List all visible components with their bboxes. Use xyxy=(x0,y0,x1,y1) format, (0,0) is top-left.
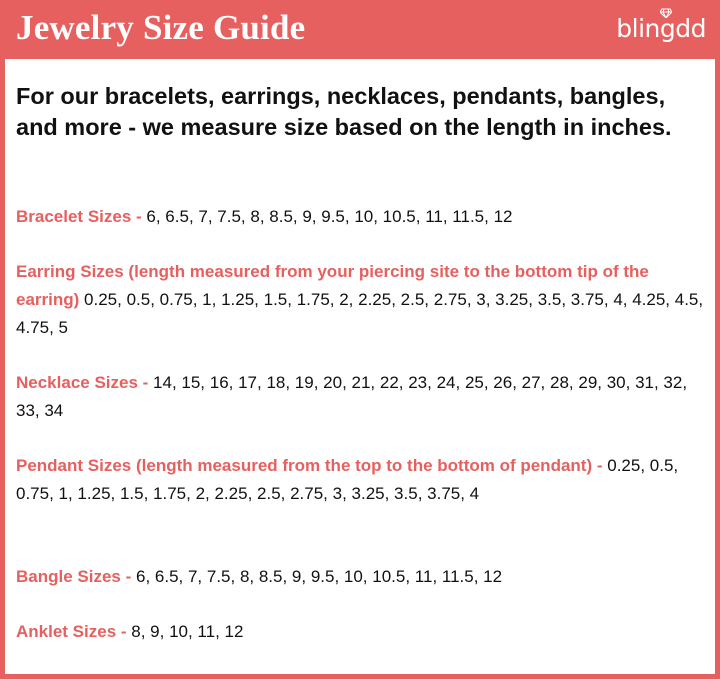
size-values: 14, 15, 16, 17, 18, 19, 20, 21, 22, 23, … xyxy=(16,373,688,420)
size-values: 0.25, 0.5, 0.75, 1, 1.25, 1.5, 1.75, 2, … xyxy=(16,456,679,503)
size-label: Pendant Sizes (length measured from the … xyxy=(16,456,608,475)
pendant-sizes: Pendant Sizes (length measured from the … xyxy=(16,452,706,508)
bangle-sizes: Bangle Sizes - 6, 6.5, 7, 7.5, 8, 8.5, 9… xyxy=(16,563,706,591)
size-values: 8, 9, 10, 11, 12 xyxy=(131,622,244,641)
size-values: 6, 6.5, 7, 7.5, 8, 8.5, 9, 9.5, 10, 10.5… xyxy=(146,207,513,226)
header-bar: Jewelry Size Guide blingdd xyxy=(0,0,720,56)
logo-text: blingdd xyxy=(616,14,706,43)
size-label: Necklace Sizes - xyxy=(16,373,154,392)
bracelet-sizes: Bracelet Sizes - 6, 6.5, 7, 7.5, 8, 8.5,… xyxy=(16,203,706,231)
size-values: 6, 6.5, 7, 7.5, 8, 8.5, 9, 9.5, 10, 10.5… xyxy=(135,567,503,586)
size-label: Bangle Sizes - xyxy=(16,567,136,586)
page-title: Jewelry Size Guide xyxy=(16,8,306,47)
size-label: Earring Sizes (length measured from your… xyxy=(16,262,649,309)
size-label: Bracelet Sizes - xyxy=(16,207,147,226)
anklet-sizes: Anklet Sizes - 8, 9, 10, 11, 12 xyxy=(16,618,706,646)
intro-text: For our bracelets, earrings, necklaces, … xyxy=(16,83,672,140)
size-label: Anklet Sizes - xyxy=(16,622,132,641)
earring-sizes: Earring Sizes (length measured from your… xyxy=(16,258,706,342)
brand-logo: blingdd xyxy=(616,8,706,43)
diamond-icon xyxy=(660,8,673,18)
necklace-sizes: Necklace Sizes - 14, 15, 16, 17, 18, 19,… xyxy=(16,369,706,425)
size-values: 0.25, 0.5, 0.75, 1, 1.25, 1.5, 1.75, 2, … xyxy=(16,290,704,337)
content-panel: For our bracelets, earrings, necklaces, … xyxy=(5,59,715,674)
